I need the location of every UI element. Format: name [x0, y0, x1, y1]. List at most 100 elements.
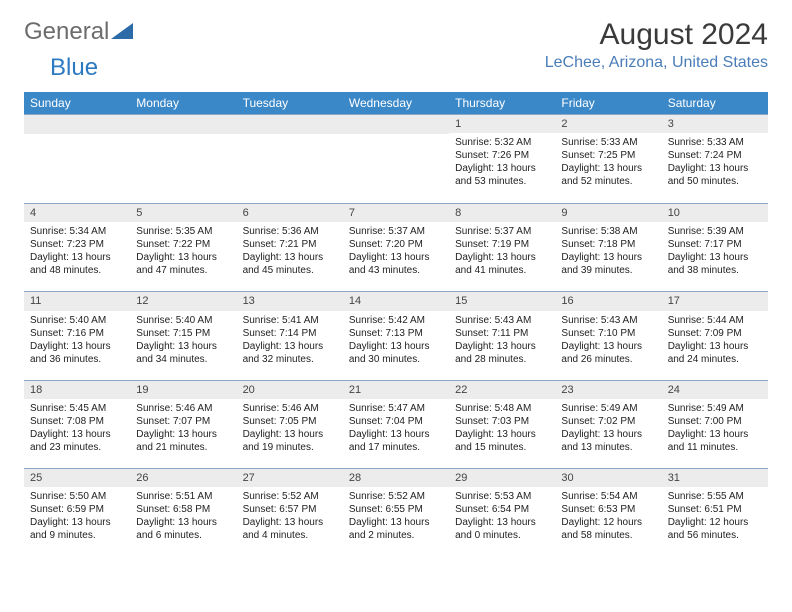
daylight-text: Daylight: 13 hours and 38 minutes.: [668, 251, 762, 277]
day-content: Sunrise: 5:38 AMSunset: 7:18 PMDaylight:…: [555, 222, 661, 291]
day-content: Sunrise: 5:32 AMSunset: 7:26 PMDaylight:…: [449, 133, 555, 202]
calendar-row: 18Sunrise: 5:45 AMSunset: 7:08 PMDayligh…: [24, 380, 768, 468]
sunrise-text: Sunrise: 5:45 AM: [30, 402, 124, 415]
calendar-cell: 6Sunrise: 5:36 AMSunset: 7:21 PMDaylight…: [237, 204, 343, 292]
sunrise-text: Sunrise: 5:52 AM: [349, 490, 443, 503]
daylight-text: Daylight: 13 hours and 30 minutes.: [349, 340, 443, 366]
day-number: 10: [662, 204, 768, 222]
day-content: Sunrise: 5:42 AMSunset: 7:13 PMDaylight:…: [343, 311, 449, 380]
calendar-cell: 27Sunrise: 5:52 AMSunset: 6:57 PMDayligh…: [237, 468, 343, 556]
day-number: 20: [237, 381, 343, 399]
daylight-text: Daylight: 13 hours and 34 minutes.: [136, 340, 230, 366]
sunset-text: Sunset: 7:08 PM: [30, 415, 124, 428]
day-number: 3: [662, 115, 768, 133]
day-number: 17: [662, 292, 768, 310]
day-content: Sunrise: 5:37 AMSunset: 7:19 PMDaylight:…: [449, 222, 555, 291]
calendar-cell: 2Sunrise: 5:33 AMSunset: 7:25 PMDaylight…: [555, 115, 661, 204]
sunrise-text: Sunrise: 5:37 AM: [455, 225, 549, 238]
calendar-cell: 5Sunrise: 5:35 AMSunset: 7:22 PMDaylight…: [130, 204, 236, 292]
calendar-cell: 29Sunrise: 5:53 AMSunset: 6:54 PMDayligh…: [449, 468, 555, 556]
sunrise-text: Sunrise: 5:46 AM: [243, 402, 337, 415]
logo-text-blue: Blue: [50, 54, 98, 81]
calendar-cell: 26Sunrise: 5:51 AMSunset: 6:58 PMDayligh…: [130, 468, 236, 556]
day-number: 9: [555, 204, 661, 222]
day-header: Saturday: [662, 92, 768, 115]
sunrise-text: Sunrise: 5:52 AM: [243, 490, 337, 503]
daylight-text: Daylight: 13 hours and 28 minutes.: [455, 340, 549, 366]
sunset-text: Sunset: 7:00 PM: [668, 415, 762, 428]
day-content: Sunrise: 5:46 AMSunset: 7:05 PMDaylight:…: [237, 399, 343, 468]
day-header: Friday: [555, 92, 661, 115]
calendar-cell: [343, 115, 449, 204]
sunrise-text: Sunrise: 5:47 AM: [349, 402, 443, 415]
sunrise-text: Sunrise: 5:43 AM: [561, 314, 655, 327]
day-header-row: Sunday Monday Tuesday Wednesday Thursday…: [24, 92, 768, 115]
sunrise-text: Sunrise: 5:54 AM: [561, 490, 655, 503]
daylight-text: Daylight: 13 hours and 11 minutes.: [668, 428, 762, 454]
sunset-text: Sunset: 7:16 PM: [30, 327, 124, 340]
day-content: Sunrise: 5:34 AMSunset: 7:23 PMDaylight:…: [24, 222, 130, 291]
sunrise-text: Sunrise: 5:32 AM: [455, 136, 549, 149]
calendar-cell: 24Sunrise: 5:49 AMSunset: 7:00 PMDayligh…: [662, 380, 768, 468]
calendar-cell: [237, 115, 343, 204]
sunset-text: Sunset: 7:15 PM: [136, 327, 230, 340]
daylight-text: Daylight: 13 hours and 23 minutes.: [30, 428, 124, 454]
calendar-row: 1Sunrise: 5:32 AMSunset: 7:26 PMDaylight…: [24, 115, 768, 204]
sunrise-text: Sunrise: 5:53 AM: [455, 490, 549, 503]
calendar-row: 11Sunrise: 5:40 AMSunset: 7:16 PMDayligh…: [24, 292, 768, 380]
calendar-cell: 12Sunrise: 5:40 AMSunset: 7:15 PMDayligh…: [130, 292, 236, 380]
day-number: 12: [130, 292, 236, 310]
day-content: Sunrise: 5:37 AMSunset: 7:20 PMDaylight:…: [343, 222, 449, 291]
calendar-cell: 23Sunrise: 5:49 AMSunset: 7:02 PMDayligh…: [555, 380, 661, 468]
calendar-cell: 11Sunrise: 5:40 AMSunset: 7:16 PMDayligh…: [24, 292, 130, 380]
sunset-text: Sunset: 7:11 PM: [455, 327, 549, 340]
sunset-text: Sunset: 7:09 PM: [668, 327, 762, 340]
sunset-text: Sunset: 7:18 PM: [561, 238, 655, 251]
sunrise-text: Sunrise: 5:33 AM: [668, 136, 762, 149]
day-number: 25: [24, 469, 130, 487]
day-number: 19: [130, 381, 236, 399]
day-header: Wednesday: [343, 92, 449, 115]
calendar-cell: 10Sunrise: 5:39 AMSunset: 7:17 PMDayligh…: [662, 204, 768, 292]
day-content: Sunrise: 5:47 AMSunset: 7:04 PMDaylight:…: [343, 399, 449, 468]
day-number: 30: [555, 469, 661, 487]
day-number: 29: [449, 469, 555, 487]
day-number: 23: [555, 381, 661, 399]
calendar-cell: 3Sunrise: 5:33 AMSunset: 7:24 PMDaylight…: [662, 115, 768, 204]
calendar-row: 4Sunrise: 5:34 AMSunset: 7:23 PMDaylight…: [24, 204, 768, 292]
day-content: Sunrise: 5:43 AMSunset: 7:10 PMDaylight:…: [555, 311, 661, 380]
sunset-text: Sunset: 7:25 PM: [561, 149, 655, 162]
day-number: 6: [237, 204, 343, 222]
calendar-cell: 17Sunrise: 5:44 AMSunset: 7:09 PMDayligh…: [662, 292, 768, 380]
sunrise-text: Sunrise: 5:38 AM: [561, 225, 655, 238]
day-header: Tuesday: [237, 92, 343, 115]
day-content: Sunrise: 5:48 AMSunset: 7:03 PMDaylight:…: [449, 399, 555, 468]
day-number: 26: [130, 469, 236, 487]
day-number: 7: [343, 204, 449, 222]
calendar-cell: 15 Sunrise: 5:43 AMSunset: 7:11 PMDayligh…: [449, 292, 555, 380]
sunrise-text: Sunrise: 5:55 AM: [668, 490, 762, 503]
sunset-text: Sunset: 7:03 PM: [455, 415, 549, 428]
daylight-text: Daylight: 13 hours and 21 minutes.: [136, 428, 230, 454]
calendar-cell: 20Sunrise: 5:46 AMSunset: 7:05 PMDayligh…: [237, 380, 343, 468]
day-content: Sunrise: 5:49 AMSunset: 7:00 PMDaylight:…: [662, 399, 768, 468]
day-number: 13: [237, 292, 343, 310]
day-content: Sunrise: 5:45 AMSunset: 7:08 PMDaylight:…: [24, 399, 130, 468]
daylight-text: Daylight: 13 hours and 2 minutes.: [349, 516, 443, 542]
calendar-table: Sunday Monday Tuesday Wednesday Thursday…: [24, 92, 768, 556]
sunset-text: Sunset: 7:20 PM: [349, 238, 443, 251]
sunrise-text: Sunrise: 5:40 AM: [30, 314, 124, 327]
day-number: 15: [449, 292, 555, 310]
daylight-text: Daylight: 13 hours and 52 minutes.: [561, 162, 655, 188]
calendar-row: 25Sunrise: 5:50 AMSunset: 6:59 PMDayligh…: [24, 468, 768, 556]
calendar-cell: [130, 115, 236, 204]
daylight-text: Daylight: 13 hours and 4 minutes.: [243, 516, 337, 542]
calendar-cell: 13Sunrise: 5:41 AMSunset: 7:14 PMDayligh…: [237, 292, 343, 380]
sunset-text: Sunset: 7:22 PM: [136, 238, 230, 251]
daylight-text: Daylight: 13 hours and 45 minutes.: [243, 251, 337, 277]
sunset-text: Sunset: 6:59 PM: [30, 503, 124, 516]
daylight-text: Daylight: 12 hours and 58 minutes.: [561, 516, 655, 542]
sunset-text: Sunset: 7:10 PM: [561, 327, 655, 340]
sunset-text: Sunset: 7:19 PM: [455, 238, 549, 251]
sunrise-text: Sunrise: 5:43 AM: [455, 314, 549, 327]
